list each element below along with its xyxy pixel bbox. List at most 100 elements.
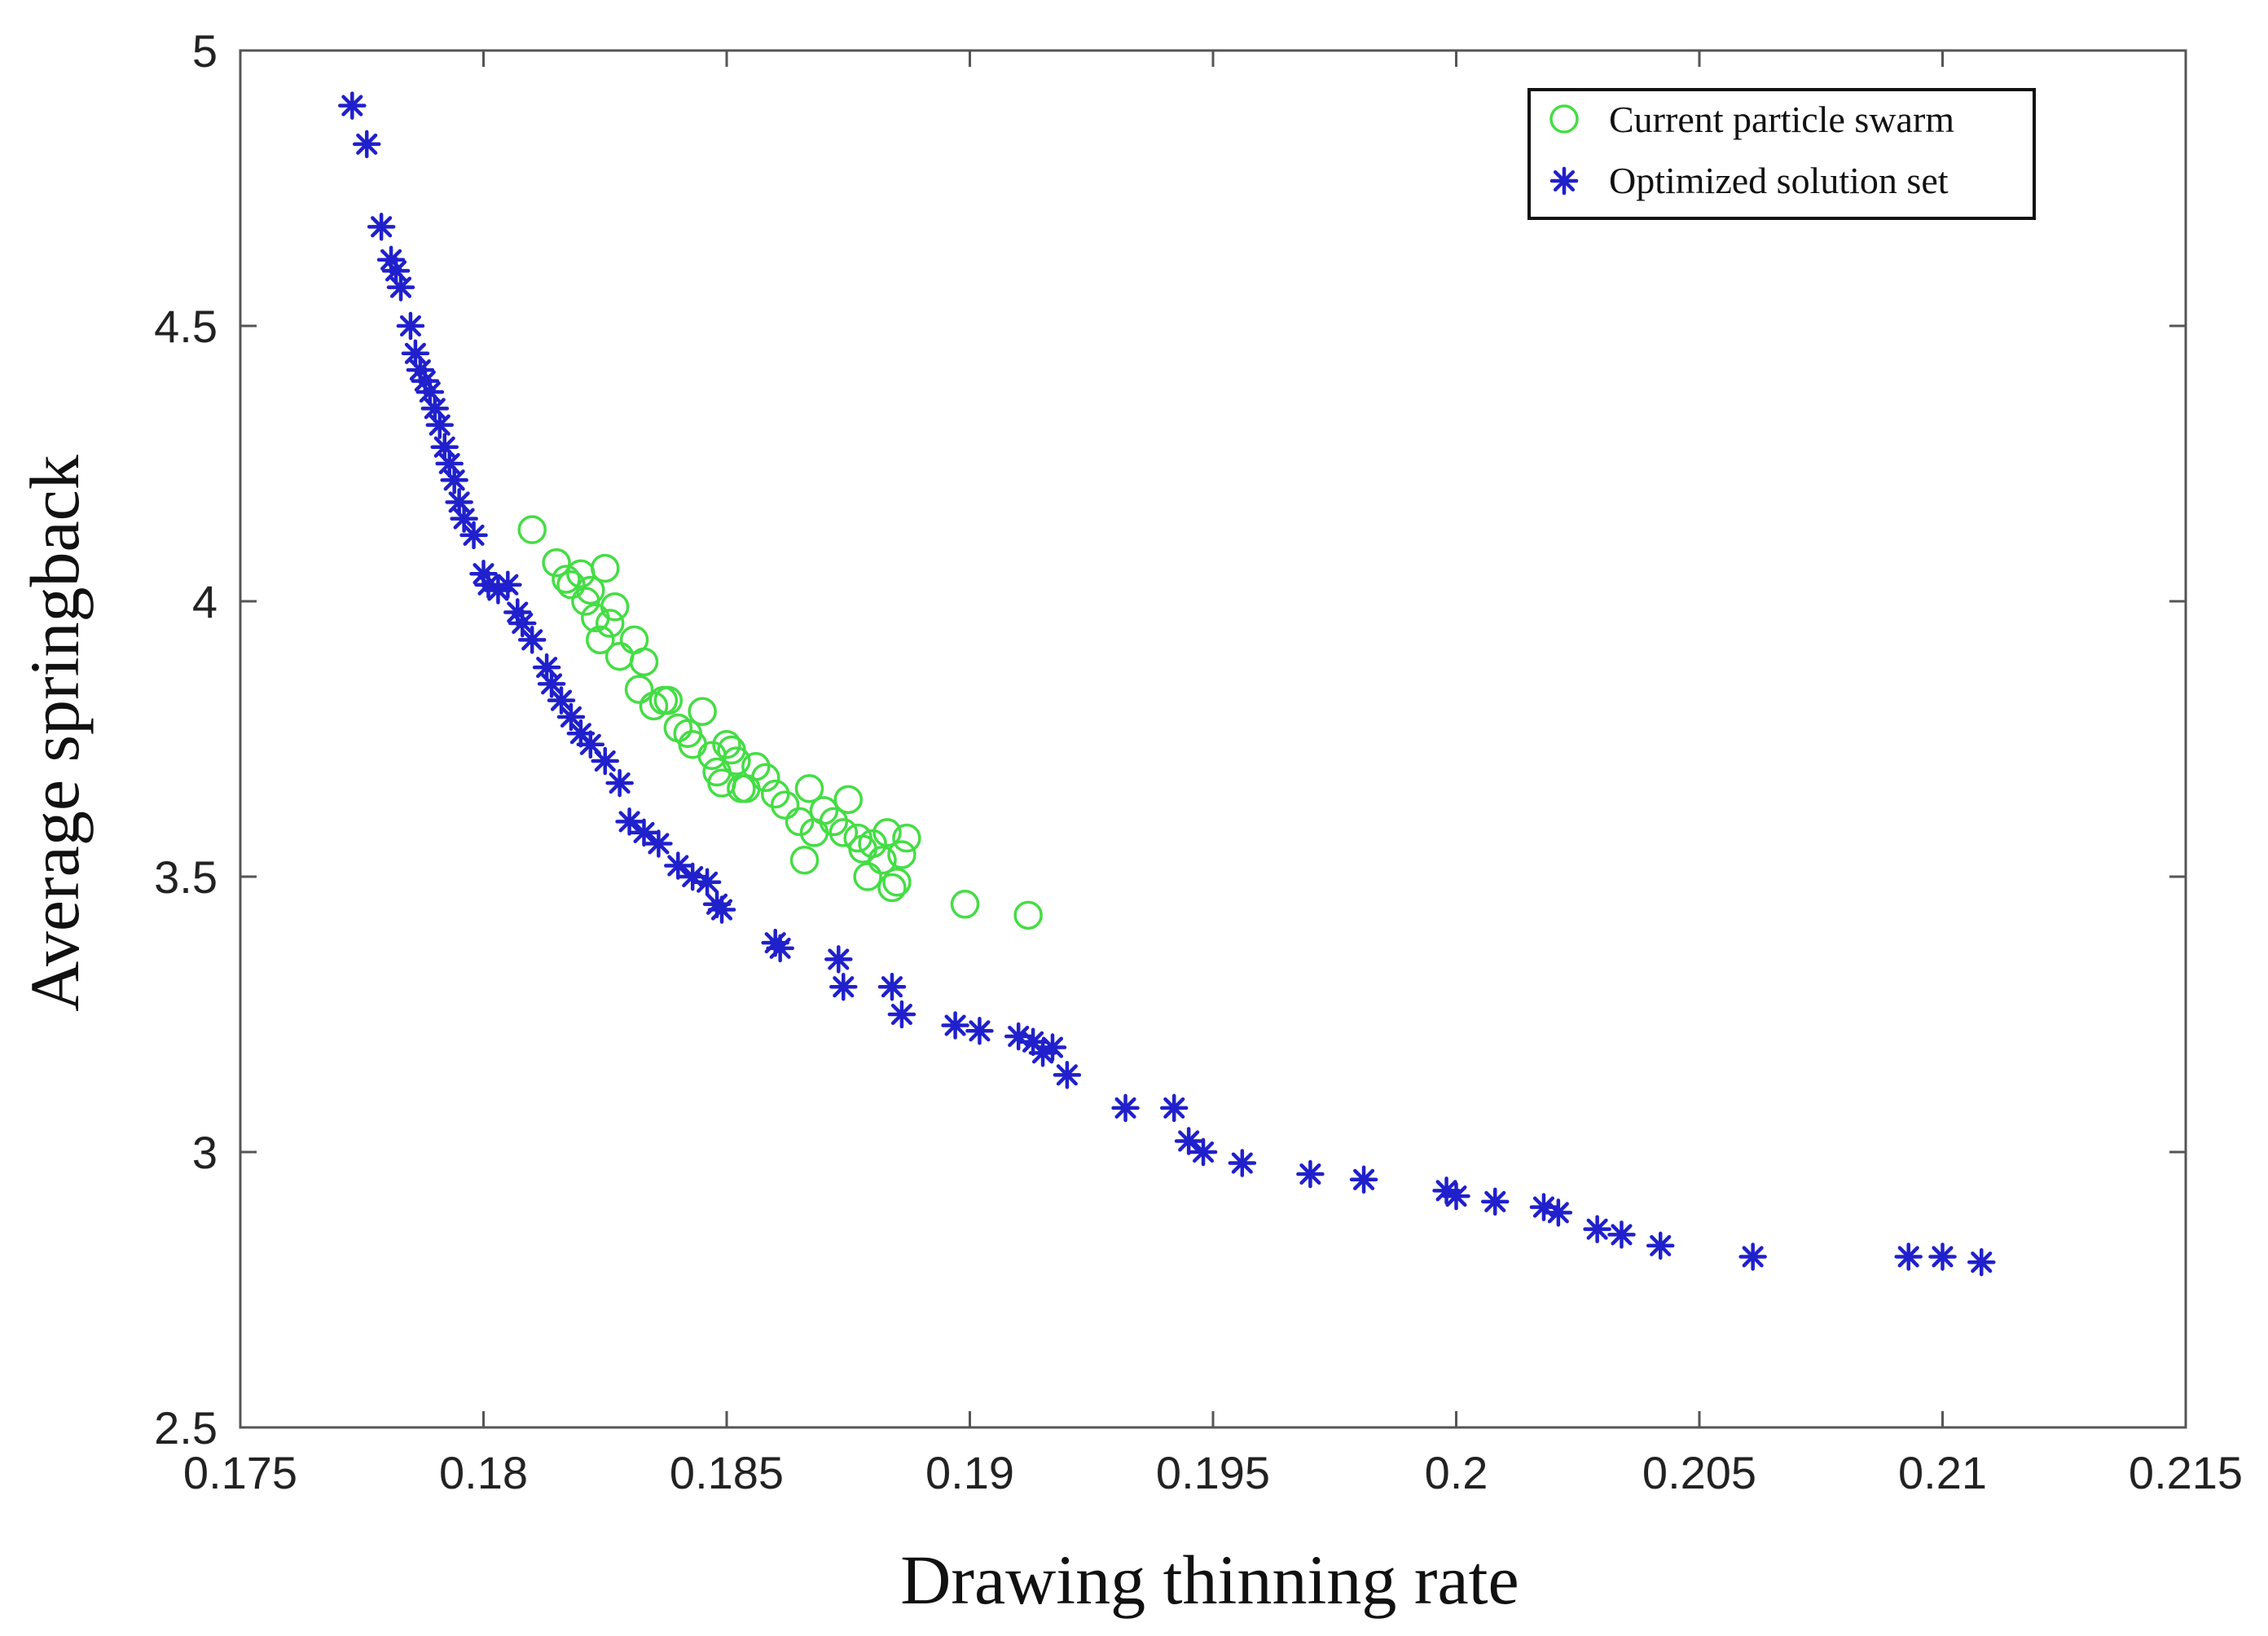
particle-swarm-point [712, 730, 741, 759]
optimized-solution-point [887, 1000, 916, 1029]
particle-swarm-point [950, 890, 980, 919]
x-tick-label: 0.21 [1898, 1447, 1987, 1498]
optimized-solution-point [1349, 1165, 1378, 1194]
particle-swarm-point [595, 609, 625, 638]
particle-swarm-point [829, 818, 859, 847]
optimized-solution-point [1607, 1220, 1636, 1249]
optimized-solution-point [766, 934, 794, 963]
optimized-solution-point [1159, 1093, 1189, 1123]
particle-swarm-point [770, 790, 800, 820]
optimized-solution-point [420, 394, 450, 423]
optimized-solution-point [1018, 1027, 1048, 1057]
particle-swarm-point [819, 807, 849, 837]
optimized-solution-point [1481, 1187, 1510, 1216]
particle-swarm-point [624, 675, 654, 704]
legend-asterisk-marker [1549, 166, 1579, 196]
optimized-solution-point [1296, 1159, 1325, 1189]
particle-swarm-point [517, 515, 547, 544]
particle-swarm-point [882, 868, 912, 897]
optimized-solution-point [440, 466, 468, 495]
particle-swarm-point [688, 697, 717, 726]
optimized-solution-point [1189, 1137, 1218, 1167]
optimized-solution-point [508, 609, 537, 638]
y-tick-label: 5 [192, 25, 218, 77]
legend-marker-current-particle-swarm [1549, 104, 1579, 134]
particle-swarm-point [877, 873, 907, 903]
optimized-solution-point [1228, 1149, 1257, 1177]
optimized-solution-point [430, 433, 459, 461]
optimized-solution-point [605, 768, 634, 798]
optimized-solution-point [415, 377, 445, 407]
y-tick-label: 4.5 [154, 301, 218, 352]
particle-swarm-point [794, 774, 824, 803]
particle-swarm-point [542, 548, 571, 578]
optimized-solution-point [1928, 1242, 1957, 1271]
optimized-solution-point [401, 339, 430, 368]
x-tick-label: 0.185 [670, 1447, 784, 1498]
tick-labels: 0.175 0.18 0.185 0.19 0.195 0.2 0.205 0.21 0.215… [154, 25, 2243, 1498]
optimized-solution-point [591, 746, 619, 776]
optimized-solution-point [664, 851, 692, 880]
optimized-solution-point [1646, 1231, 1675, 1260]
particle-swarm-point [717, 735, 746, 765]
optimized-solution-point [445, 488, 473, 517]
particle-swarm-point [872, 818, 902, 847]
optimized-solution-point [692, 868, 722, 897]
optimized-solution-point [1894, 1242, 1923, 1271]
optimized-solution-point [425, 411, 455, 439]
optimized-solution-point [381, 257, 411, 285]
optimized-solution-point [1967, 1247, 1996, 1277]
particle-swarm-point [858, 829, 887, 859]
particle-swarm-point [853, 862, 882, 891]
optimized-solution-point [1174, 1127, 1203, 1155]
optimized-solution-point [435, 449, 464, 478]
particle-swarm-point [789, 845, 820, 875]
particle-swarm-point [571, 587, 600, 616]
particle-swarm-point [600, 592, 630, 622]
legend-circle-marker [1549, 104, 1579, 134]
optimized-solution-point [1053, 1061, 1082, 1089]
particle-swarm-point [556, 570, 586, 600]
data-points [338, 91, 1996, 1277]
particle-swarm-point [833, 785, 863, 815]
x-axis-title: Drawing thinning rate [900, 1541, 1519, 1619]
optimized-solution-point [386, 273, 415, 301]
optimized-solution-point [1583, 1215, 1611, 1243]
particle-swarm-point [1013, 900, 1043, 930]
particle-swarm-point [760, 779, 790, 809]
optimized-solution-point [517, 626, 547, 654]
optimized-solution-point [396, 311, 425, 341]
particle-swarm-point [887, 840, 916, 869]
legend-label-current-particle-swarm: Current particle swarm [1609, 99, 1954, 140]
y-tick-label: 4 [192, 576, 218, 627]
legend-label-optimized-solution-set: Optimized solution set [1609, 160, 1949, 201]
particle-swarm-point [727, 774, 756, 803]
optimized-solution-point [630, 818, 658, 847]
x-tick-label: 0.2 [1425, 1447, 1488, 1498]
optimized-solution-point [367, 213, 396, 241]
optimized-solution-point [494, 570, 522, 599]
optimized-solution-point [352, 130, 381, 159]
x-tick-label: 0.18 [439, 1447, 528, 1498]
particle-swarm-point [809, 796, 839, 825]
particle-swarm-point [586, 625, 615, 655]
optimized-solution-point [1038, 1033, 1067, 1062]
optimized-solution-point [1111, 1093, 1140, 1123]
legend-box [1527, 88, 2036, 220]
plot-area-frame [239, 49, 2187, 1429]
particle-swarm-point [648, 685, 679, 715]
particle-swarm-point [552, 565, 581, 594]
y-tick-label: 3.5 [154, 851, 218, 903]
x-tick-label: 0.195 [1156, 1447, 1270, 1498]
particle-swarm-point [591, 553, 620, 583]
legend-marker-optimized-solution-set [1549, 166, 1579, 196]
y-tick-label: 2.5 [154, 1402, 218, 1453]
optimized-solution-point [678, 862, 707, 891]
particle-swarm-point [892, 823, 921, 853]
x-tick-label: 0.205 [1642, 1447, 1756, 1498]
legend: Current particle swarm Optimized solutio… [1527, 88, 2036, 220]
optimized-solution-point [576, 730, 605, 759]
optimized-solution-point [644, 829, 673, 858]
particle-swarm-point [629, 647, 659, 677]
